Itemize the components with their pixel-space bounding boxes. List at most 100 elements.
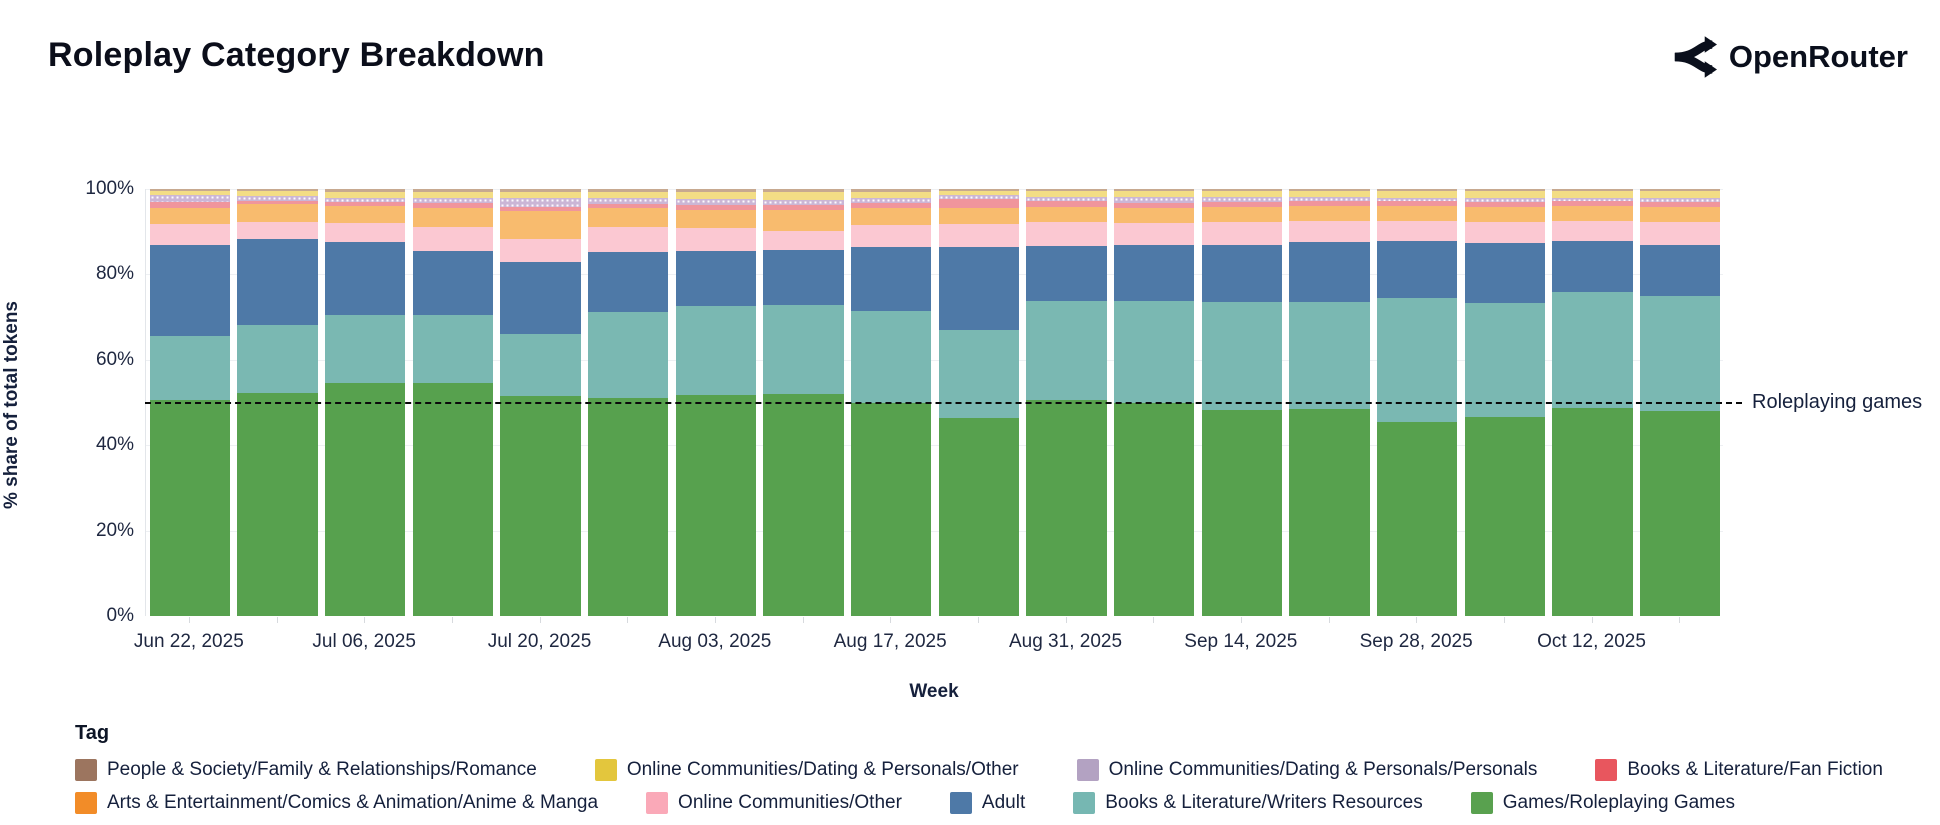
- legend-item-other[interactable]: Online Communities/Other: [646, 792, 902, 814]
- segment-other[interactable]: [1113, 223, 1195, 245]
- segment-other[interactable]: [587, 191, 669, 198]
- legend-item-writers-resources[interactable]: Books & Literature/Writers Resources: [1073, 792, 1423, 814]
- segment-romance[interactable]: [938, 189, 1020, 192]
- segment-other[interactable]: [1464, 191, 1546, 198]
- segment-adult[interactable]: [675, 250, 757, 306]
- segment-other[interactable]: [324, 223, 406, 242]
- segment-adult[interactable]: [1026, 245, 1107, 301]
- segment-personals[interactable]: [763, 199, 844, 205]
- segment-romance[interactable]: [1376, 189, 1458, 192]
- segment-adult[interactable]: [500, 262, 581, 334]
- stacked-bar-oct-19-2025[interactable]: [1639, 189, 1721, 616]
- segment-other[interactable]: [587, 227, 669, 252]
- segment-anime-manga[interactable]: [675, 209, 757, 229]
- segment-fan-fiction[interactable]: [1201, 201, 1283, 207]
- segment-writers-resources[interactable]: [1201, 302, 1283, 411]
- segment-roleplaying-games[interactable]: [763, 393, 844, 616]
- legend-item-other[interactable]: Online Communities/Dating & Personals/Ot…: [594, 759, 1019, 781]
- segment-anime-manga[interactable]: [1376, 206, 1458, 221]
- segment-personals[interactable]: [1289, 197, 1370, 202]
- segment-writers-resources[interactable]: [850, 310, 932, 403]
- segment-fan-fiction[interactable]: [763, 204, 844, 210]
- segment-roleplaying-games[interactable]: [587, 397, 669, 616]
- segment-adult[interactable]: [1113, 244, 1195, 301]
- segment-roleplaying-games[interactable]: [1113, 402, 1195, 616]
- segment-other[interactable]: [1552, 191, 1633, 198]
- stacked-bar-aug-10-2025[interactable]: [763, 189, 844, 616]
- segment-roleplaying-games[interactable]: [1026, 400, 1107, 616]
- segment-adult[interactable]: [1376, 240, 1458, 299]
- segment-writers-resources[interactable]: [324, 314, 406, 383]
- segment-writers-resources[interactable]: [938, 329, 1020, 418]
- segment-anime-manga[interactable]: [587, 208, 669, 228]
- segment-other[interactable]: [1376, 220, 1458, 241]
- segment-roleplaying-games[interactable]: [1376, 421, 1458, 616]
- segment-adult[interactable]: [1289, 241, 1370, 303]
- legend-item-fan-fiction[interactable]: Books & Literature/Fan Fiction: [1595, 759, 1883, 781]
- segment-other[interactable]: [763, 230, 844, 250]
- segment-other[interactable]: [237, 191, 318, 196]
- segment-fan-fiction[interactable]: [149, 201, 231, 209]
- segment-adult[interactable]: [1639, 244, 1721, 296]
- segment-romance[interactable]: [850, 189, 932, 192]
- segment-roleplaying-games[interactable]: [500, 396, 581, 616]
- segment-writers-resources[interactable]: [237, 324, 318, 393]
- segment-other[interactable]: [1289, 220, 1370, 242]
- stacked-bar-aug-17-2025[interactable]: [850, 189, 932, 616]
- segment-romance[interactable]: [324, 189, 406, 192]
- segment-anime-manga[interactable]: [1113, 208, 1195, 224]
- segment-roleplaying-games[interactable]: [675, 395, 757, 616]
- segment-adult[interactable]: [149, 244, 231, 337]
- stacked-bar-aug-24-2025[interactable]: [938, 189, 1020, 616]
- segment-anime-manga[interactable]: [237, 204, 318, 222]
- segment-anime-manga[interactable]: [938, 208, 1020, 225]
- segment-other[interactable]: [412, 227, 494, 251]
- segment-romance[interactable]: [1113, 189, 1195, 192]
- segment-personals[interactable]: [1201, 197, 1283, 202]
- stacked-bar-jul-27-2025[interactable]: [587, 189, 669, 616]
- segment-roleplaying-games[interactable]: [237, 392, 318, 616]
- openrouter-logo[interactable]: OpenRouter: [1671, 34, 1908, 80]
- segment-other[interactable]: [149, 190, 231, 196]
- segment-roleplaying-games[interactable]: [324, 382, 406, 616]
- segment-roleplaying-games[interactable]: [149, 400, 231, 616]
- segment-fan-fiction[interactable]: [1376, 201, 1458, 207]
- segment-writers-resources[interactable]: [500, 333, 581, 397]
- segment-personals[interactable]: [587, 197, 669, 204]
- segment-anime-manga[interactable]: [324, 205, 406, 224]
- segment-romance[interactable]: [1289, 189, 1370, 192]
- segment-romance[interactable]: [149, 189, 231, 191]
- segment-other[interactable]: [1026, 221, 1107, 246]
- stacked-bar-jun-29-2025[interactable]: [237, 189, 318, 616]
- legend-item-personals[interactable]: Online Communities/Dating & Personals/Pe…: [1076, 759, 1537, 781]
- segment-roleplaying-games[interactable]: [1552, 407, 1633, 616]
- stacked-bar-jul-20-2025[interactable]: [500, 189, 581, 616]
- segment-other[interactable]: [324, 191, 406, 198]
- segment-other[interactable]: [149, 224, 231, 245]
- segment-writers-resources[interactable]: [675, 306, 757, 396]
- segment-fan-fiction[interactable]: [1552, 201, 1633, 207]
- stacked-bar-sep-21-2025[interactable]: [1289, 189, 1370, 616]
- segment-fan-fiction[interactable]: [500, 206, 581, 212]
- segment-anime-manga[interactable]: [1026, 206, 1107, 222]
- legend-item-adult[interactable]: Adult: [949, 792, 1025, 814]
- segment-other[interactable]: [938, 224, 1020, 248]
- segment-other[interactable]: [1552, 220, 1633, 241]
- legend-item-anime-manga[interactable]: Arts & Entertainment/Comics & Animation/…: [75, 792, 598, 814]
- stacked-bar-jun-22-2025[interactable]: [149, 189, 231, 616]
- segment-anime-manga[interactable]: [149, 208, 231, 225]
- segment-anime-manga[interactable]: [1464, 206, 1546, 222]
- segment-romance[interactable]: [587, 189, 669, 192]
- segment-anime-manga[interactable]: [850, 208, 932, 226]
- segment-personals[interactable]: [850, 197, 932, 204]
- segment-writers-resources[interactable]: [1026, 300, 1107, 401]
- segment-personals[interactable]: [1376, 197, 1458, 202]
- segment-other[interactable]: [237, 221, 318, 240]
- segment-writers-resources[interactable]: [1289, 302, 1370, 409]
- segment-fan-fiction[interactable]: [412, 203, 494, 209]
- segment-writers-resources[interactable]: [1376, 298, 1458, 422]
- segment-personals[interactable]: [500, 197, 581, 207]
- segment-roleplaying-games[interactable]: [412, 383, 494, 616]
- segment-personals[interactable]: [1552, 197, 1633, 202]
- segment-other[interactable]: [1026, 191, 1107, 198]
